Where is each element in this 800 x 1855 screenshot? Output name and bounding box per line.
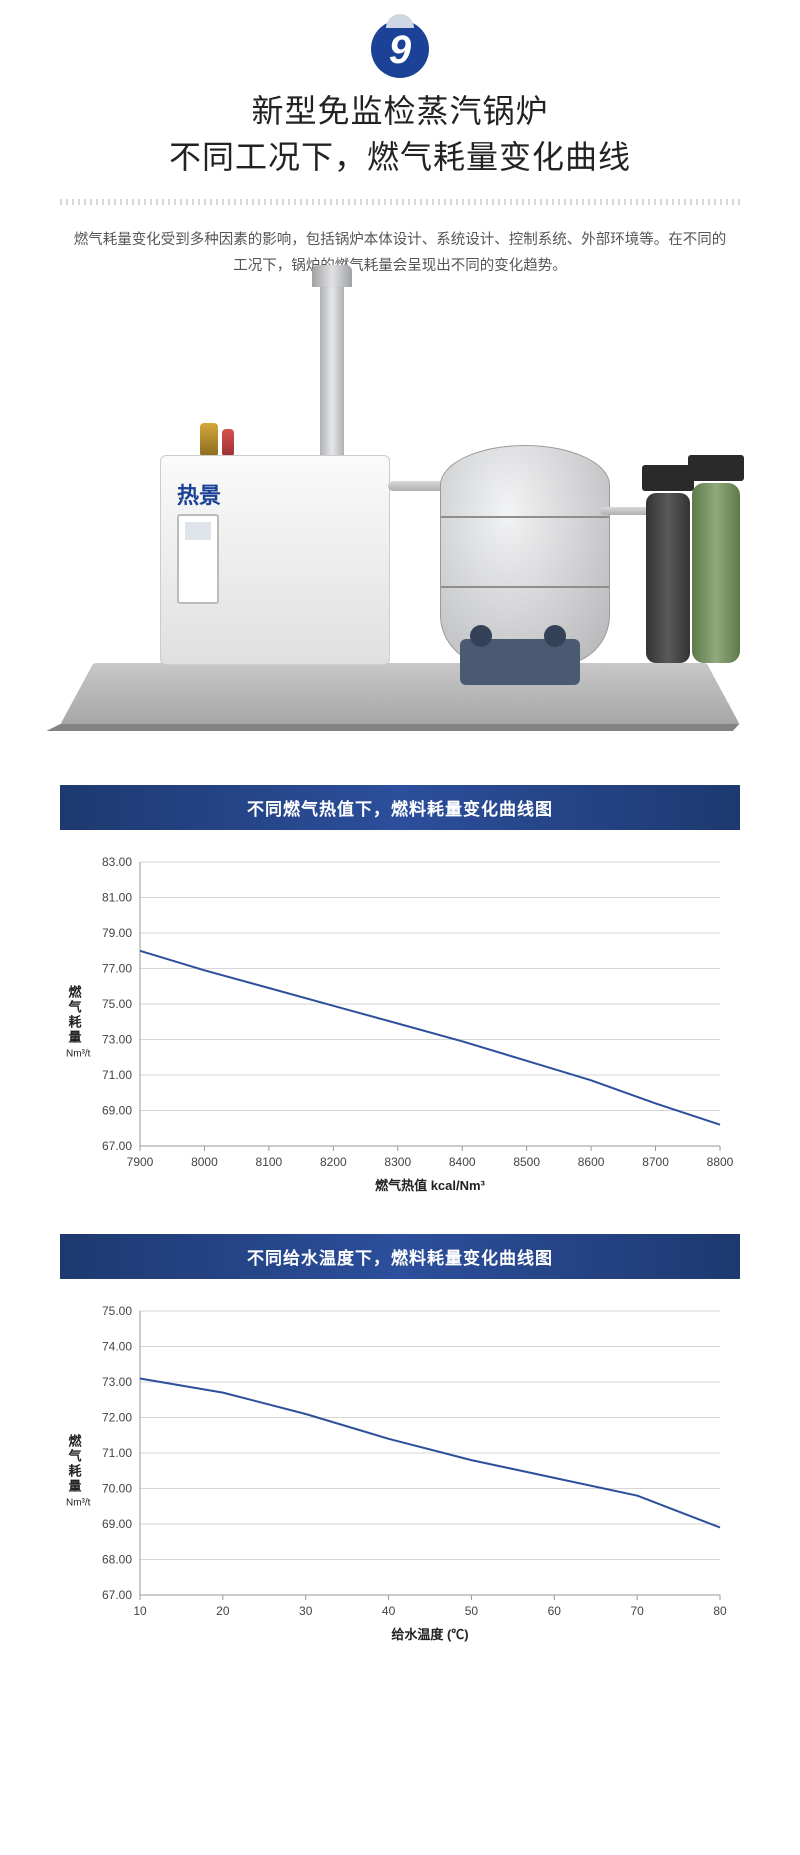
chart1: 燃气耗量 Nm³/t 67.00 69.00 71.00 73.00 75.00 77.0… [60,848,740,1198]
chart1-block: 不同燃气热值下，燃料耗量变化曲线图 燃气耗量 Nm³/t 67.00 69.00 7… [60,785,740,1198]
title-line2: 不同工况下，燃气耗量变化曲线 [169,139,631,175]
svg-text:8200: 8200 [320,1155,347,1169]
svg-text:72.00: 72.00 [102,1410,132,1424]
svg-text:60: 60 [548,1604,562,1618]
svg-text:71.00: 71.00 [102,1446,132,1460]
boiler-illustration: 热景 [60,305,740,745]
svg-text:给水温度 (℃): 给水温度 (℃) [391,1627,468,1642]
chart1-yaxis-title: 燃气耗量 Nm³/t [66,986,84,1061]
svg-text:8600: 8600 [578,1155,605,1169]
svg-text:80: 80 [713,1604,727,1618]
chart2-svg: 67.00 68.00 69.00 70.00 71.00 72.00 73.00 74.00… [60,1297,740,1647]
svg-text:67.00: 67.00 [102,1139,132,1153]
boiler-unit: 热景 [160,455,390,665]
title-line1: 新型免监检蒸汽锅炉 [251,93,548,129]
svg-text:8000: 8000 [191,1155,218,1169]
svg-text:69.00: 69.00 [102,1517,132,1531]
water-tank [440,445,610,665]
chart2: 燃气耗量 Nm³/t 67.00 68.00 69.00 70.00 71.00 72.0… [60,1297,740,1647]
svg-text:81.00: 81.00 [102,890,132,904]
svg-text:83.00: 83.00 [102,855,132,869]
divider-dots [60,199,740,205]
svg-text:68.00: 68.00 [102,1552,132,1566]
svg-text:8800: 8800 [707,1155,734,1169]
svg-text:50: 50 [465,1604,479,1618]
page-title: 新型免监检蒸汽锅炉 不同工况下，燃气耗量变化曲线 [60,88,740,181]
svg-text:燃气热值 kcal/Nm³: 燃气热值 kcal/Nm³ [375,1178,485,1193]
svg-text:74.00: 74.00 [102,1339,132,1353]
section-badge: 9 [60,20,740,78]
svg-text:8100: 8100 [256,1155,283,1169]
svg-text:73.00: 73.00 [102,1375,132,1389]
chart2-banner: 不同给水温度下，燃料耗量变化曲线图 [60,1234,740,1279]
svg-text:73.00: 73.00 [102,1032,132,1046]
chart1-banner: 不同燃气热值下，燃料耗量变化曲线图 [60,785,740,830]
chart1-svg: 67.00 69.00 71.00 73.00 75.00 77.00 79.00 81.00… [60,848,740,1198]
description-text: 燃气耗量变化受到多种因素的影响，包括锅炉本体设计、系统设计、控制系统、外部环境等… [60,227,740,279]
svg-text:40: 40 [382,1604,396,1618]
pressure-valve [222,429,234,457]
badge-number: 9 [371,20,429,78]
svg-text:69.00: 69.00 [102,1103,132,1117]
softener-column [646,493,690,663]
chart2-yaxis-title: 燃气耗量 Nm³/t [66,1435,84,1510]
svg-text:70.00: 70.00 [102,1481,132,1495]
svg-text:20: 20 [216,1604,230,1618]
svg-text:71.00: 71.00 [102,1068,132,1082]
svg-text:79.00: 79.00 [102,926,132,940]
svg-text:77.00: 77.00 [102,961,132,975]
svg-text:8500: 8500 [513,1155,540,1169]
svg-text:8400: 8400 [449,1155,476,1169]
safety-valve [200,423,218,457]
svg-text:10: 10 [133,1604,147,1618]
svg-text:70: 70 [630,1604,644,1618]
equipment-base [60,663,740,725]
chart2-block: 不同给水温度下，燃料耗量变化曲线图 燃气耗量 Nm³/t 67.0068.006… [60,1234,740,1647]
svg-text:75.00: 75.00 [102,997,132,1011]
svg-text:30: 30 [299,1604,313,1618]
svg-text:8300: 8300 [384,1155,411,1169]
brand-label: 热景 [177,478,221,510]
control-panel [177,514,219,604]
chimney [320,285,344,455]
svg-text:75.00: 75.00 [102,1304,132,1318]
svg-text:8700: 8700 [642,1155,669,1169]
svg-text:7900: 7900 [127,1155,154,1169]
svg-text:67.00: 67.00 [102,1588,132,1602]
softener-column [692,483,740,663]
pump-assembly [460,639,580,685]
